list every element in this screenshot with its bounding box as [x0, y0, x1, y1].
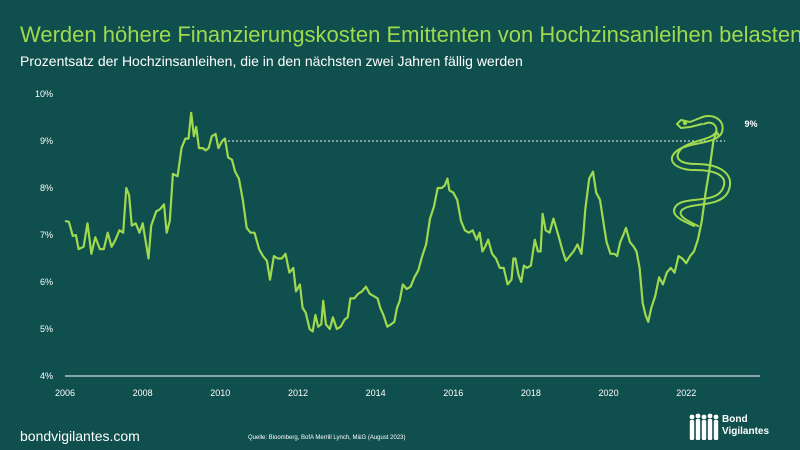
brand-name: Bond Vigilantes — [722, 414, 769, 438]
x-tick-label: 2020 — [599, 388, 619, 398]
x-tick-label: 2022 — [676, 388, 696, 398]
chart-title: Werden höhere Finanzierungskosten Emitte… — [20, 22, 800, 47]
brand-line-1: Bond — [722, 414, 748, 425]
y-tick-label: 5% — [40, 324, 53, 334]
chart-subtitle: Prozentsatz der Hochzinsanleihen, die in… — [20, 53, 523, 69]
y-axis-labels: 4% 5% 6% 7% 8% 9% 10% — [35, 89, 53, 381]
x-axis-labels: 2006 2008 2010 2012 2014 2016 2018 2020 2022 — [55, 388, 696, 398]
y-tick-label: 7% — [40, 230, 53, 240]
y-tick-label: 4% — [40, 371, 53, 381]
y-tick-label: 10% — [35, 89, 53, 99]
x-tick-label: 2014 — [366, 388, 386, 398]
people-silhouette-icon — [689, 413, 719, 440]
x-tick-label: 2006 — [55, 388, 75, 398]
x-tick-label: 2016 — [443, 388, 463, 398]
brand-logo: Bond Vigilantes — [688, 412, 788, 444]
y-tick-label: 9% — [40, 136, 53, 146]
brand-line-2: Vigilantes — [722, 426, 770, 437]
x-tick-label: 2012 — [288, 388, 308, 398]
y-tick-label: 6% — [40, 277, 53, 287]
footer-source-note: Quelle: Bloomberg, BofA Merrill Lynch, M… — [248, 435, 406, 441]
x-tick-label: 2010 — [210, 388, 230, 398]
y-tick-label: 8% — [40, 183, 53, 193]
x-tick-label: 2018 — [521, 388, 541, 398]
series-line — [64, 111, 721, 333]
snake-icon — [671, 114, 731, 227]
footer-website: bondvigilantes.com — [20, 428, 140, 444]
x-tick-label: 2008 — [133, 388, 153, 398]
annotation-label: 9% — [744, 119, 757, 129]
